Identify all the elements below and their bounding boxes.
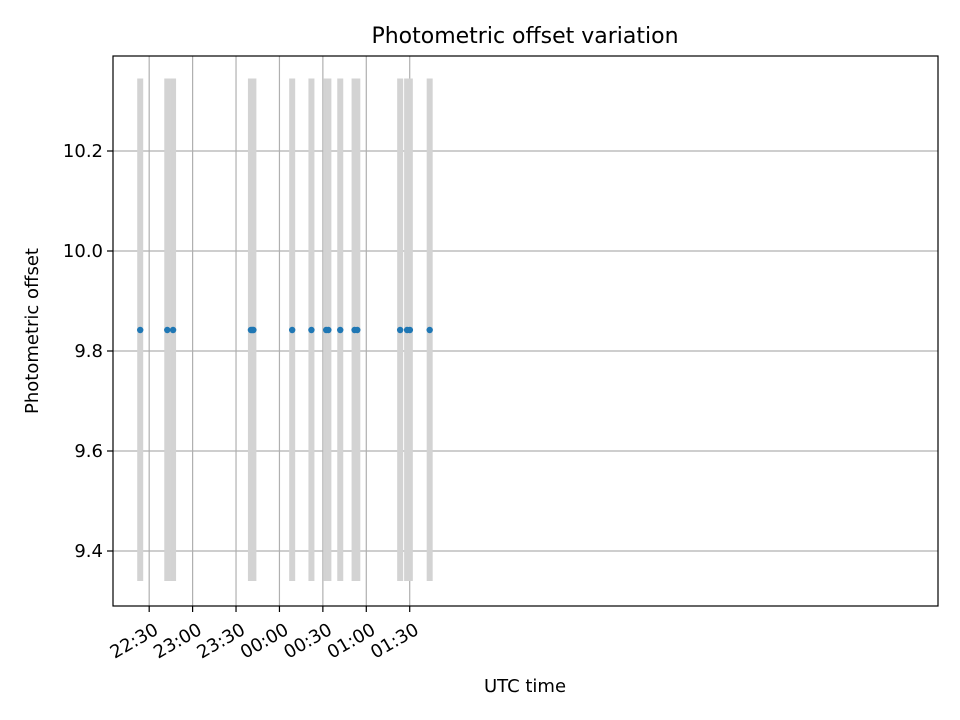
y-axis-label: Photometric offset	[22, 248, 43, 414]
data-point	[406, 326, 414, 334]
data-points	[137, 326, 433, 334]
y-axis-ticks: 9.4 9.6 9.8 10.0 10.2	[63, 141, 113, 562]
y-tick-label: 9.8	[74, 341, 103, 362]
data-point	[250, 326, 257, 334]
data-point	[169, 326, 177, 334]
y-tick-label: 10.2	[63, 141, 103, 162]
plot-area	[113, 56, 938, 606]
y-tick-label: 9.4	[74, 541, 103, 562]
data-point	[396, 326, 404, 334]
data-point	[325, 326, 332, 334]
data-point	[337, 326, 344, 334]
data-point	[308, 326, 315, 334]
plot-frame	[112, 55, 939, 607]
data-point	[288, 326, 296, 334]
data-point	[137, 326, 144, 334]
x-axis-label: UTC time	[484, 676, 566, 697]
data-point	[164, 326, 171, 334]
chart-title: Photometric offset variation	[371, 24, 678, 49]
data-point	[354, 326, 361, 334]
y-tick-label: 9.6	[74, 441, 103, 462]
y-tick-label: 10.0	[63, 241, 103, 262]
data-point	[426, 326, 433, 334]
